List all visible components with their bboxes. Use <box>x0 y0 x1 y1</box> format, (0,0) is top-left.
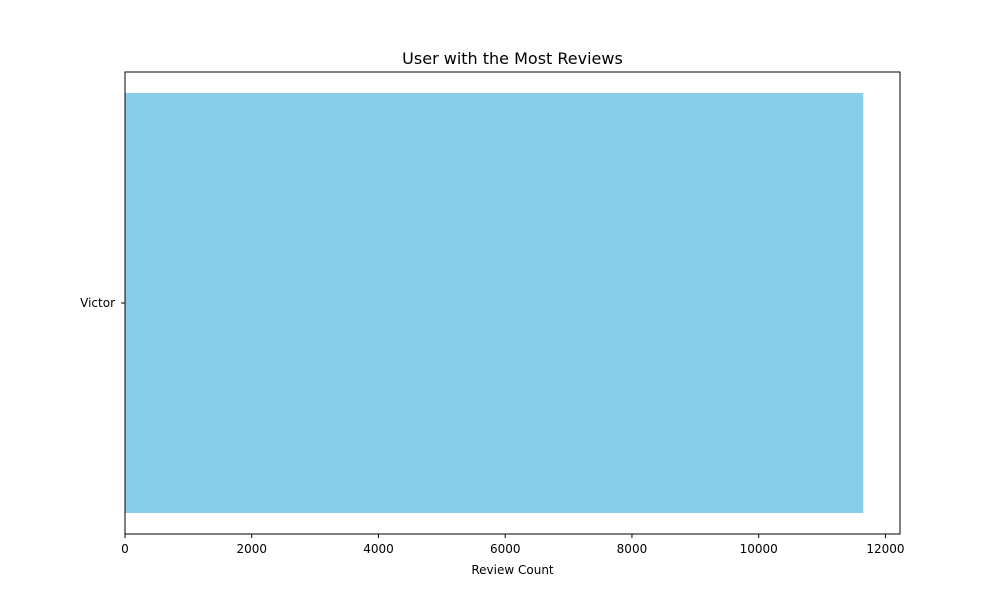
chart-title: User with the Most Reviews <box>402 49 623 68</box>
x-axis-ticks: 0 2000 4000 6000 8000 10000 12000 <box>121 534 905 556</box>
x-tick-label: 2000 <box>236 542 267 556</box>
x-tick-label: 4000 <box>363 542 394 556</box>
bars-group <box>125 93 864 513</box>
x-axis-label: Review Count <box>471 563 554 577</box>
bar-victor <box>125 93 864 513</box>
x-tick-label: 10000 <box>740 542 778 556</box>
y-axis-ticks: Victor <box>80 296 125 310</box>
x-tick-label: 0 <box>121 542 129 556</box>
x-tick-label: 6000 <box>490 542 521 556</box>
y-tick-label: Victor <box>80 296 115 310</box>
x-tick-label: 8000 <box>617 542 648 556</box>
x-tick-label: 12000 <box>866 542 904 556</box>
